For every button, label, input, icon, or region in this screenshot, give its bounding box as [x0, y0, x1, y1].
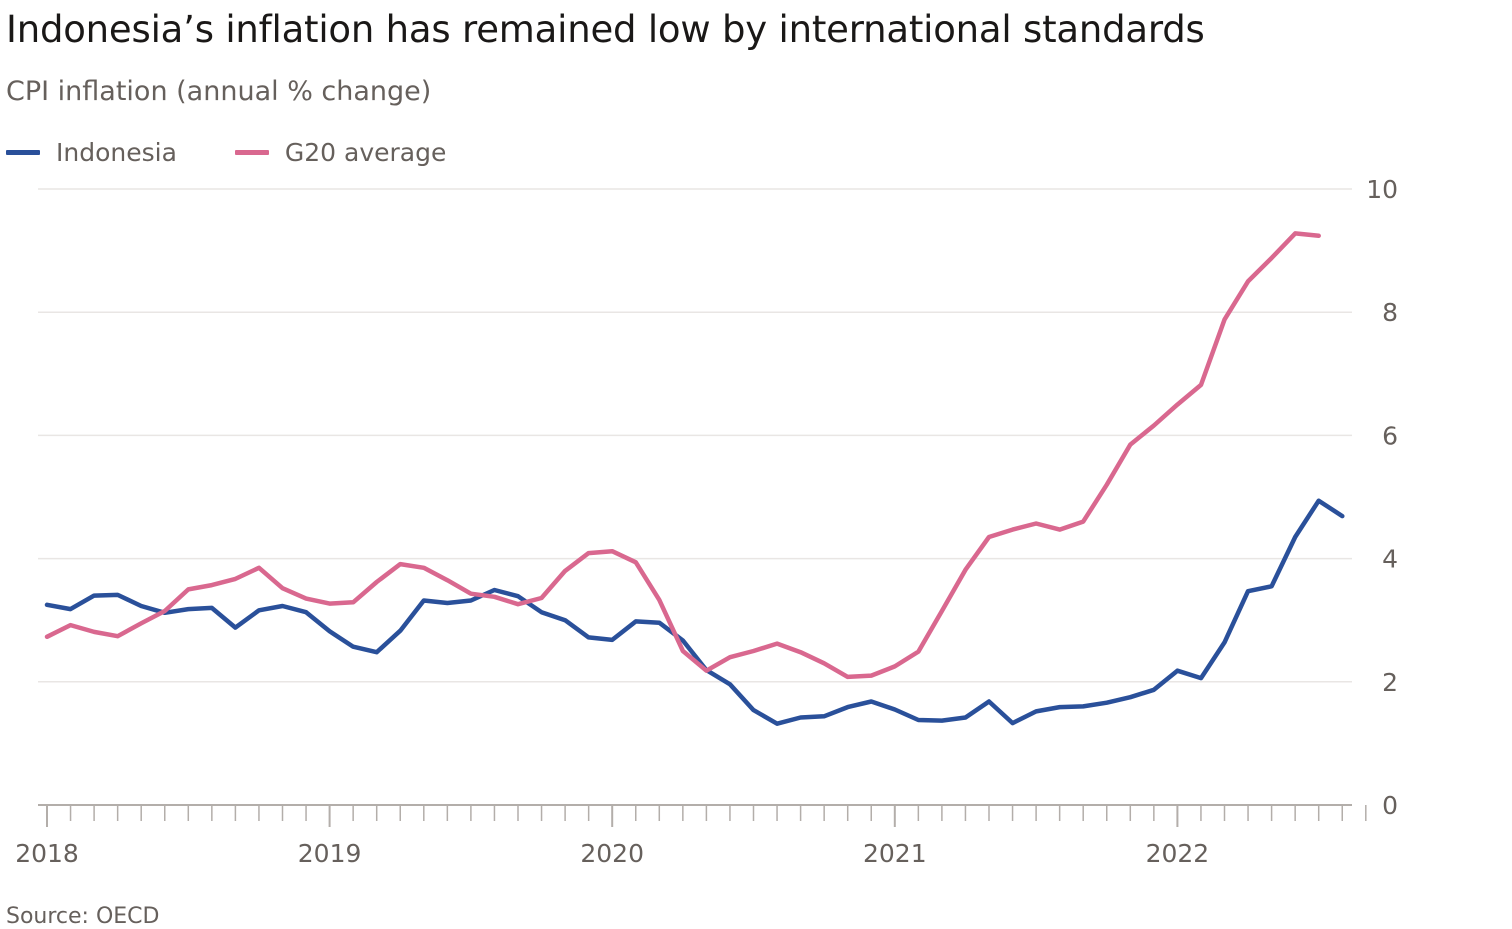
- legend-label-g20: G20 average: [284, 138, 447, 167]
- series-line-indonesia: [44, 498, 1345, 726]
- x-tick-label: 2022: [1146, 839, 1210, 868]
- x-tick-label: 2018: [15, 839, 79, 868]
- y-tick-label: 8: [1382, 298, 1398, 327]
- legend-item-indonesia: Indonesia: [6, 138, 177, 167]
- legend-label-indonesia: Indonesia: [56, 138, 177, 167]
- legend-swatch-indonesia: [6, 150, 40, 155]
- legend: Indonesia G20 average: [6, 138, 504, 167]
- legend-swatch-g20: [234, 150, 269, 155]
- y-tick-label: 10: [1366, 175, 1398, 204]
- chart-subtitle: CPI inflation (annual % change): [6, 76, 432, 107]
- legend-item-g20: G20 average: [234, 138, 447, 167]
- x-tick-label: 2021: [863, 839, 927, 868]
- source-note: Source: OECD: [6, 904, 160, 929]
- series-lines: [44, 231, 1345, 726]
- series-line-g20-average: [44, 231, 1321, 680]
- x-tick-label: 2020: [580, 839, 644, 868]
- y-tick-label: 6: [1382, 421, 1398, 450]
- y-tick-label: 2: [1382, 668, 1398, 697]
- y-axis: 0 2 4 6 8 10: [1366, 175, 1398, 820]
- gridlines: [38, 188, 1352, 683]
- chart-title: Indonesia’s inflation has remained low b…: [6, 8, 1205, 51]
- x-tick-label: 2019: [298, 839, 362, 868]
- x-axis: 2018 2019 2020 2021 2022: [15, 804, 1367, 868]
- y-tick-label: 0: [1382, 791, 1398, 820]
- y-tick-label: 4: [1382, 545, 1398, 574]
